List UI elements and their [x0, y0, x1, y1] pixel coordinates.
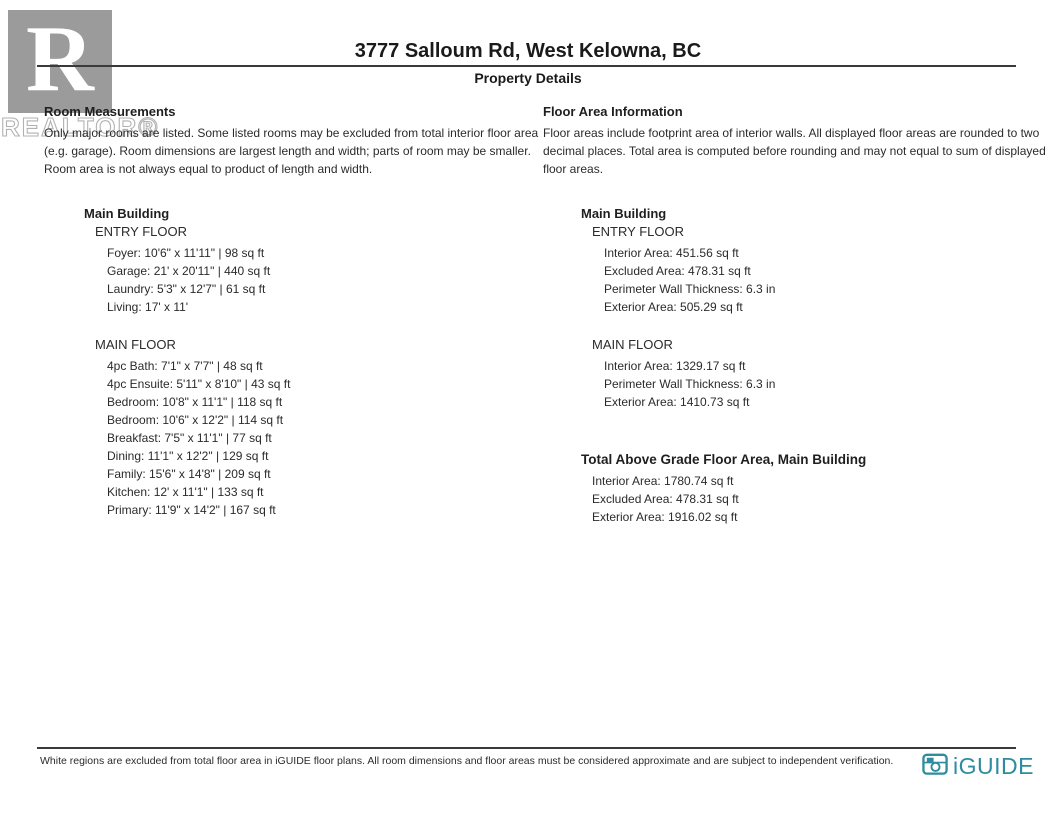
left-entry-floor-heading: ENTRY FLOOR [95, 224, 187, 239]
realtor-wordmark: REALTOR® [0, 111, 160, 142]
iguide-camera-icon [922, 752, 949, 781]
floor-area-stat: Exterior Area: 1410.73 sq ft [604, 395, 750, 409]
room-measurement: Family: 15'6" x 14'8" | 209 sq ft [107, 467, 271, 481]
floor-area-stat: Interior Area: 1329.17 sq ft [604, 359, 746, 373]
room-measurement: 4pc Ensuite: 5'11" x 8'10" | 43 sq ft [107, 377, 291, 391]
room-measurement: Garage: 21' x 20'11" | 440 sq ft [107, 264, 271, 278]
floor-area-stat: Excluded Area: 478.31 sq ft [604, 264, 751, 278]
iguide-logo: iGUIDE [922, 752, 1034, 781]
realtor-logo: R [8, 10, 112, 113]
room-measurement: Breakfast: 7'5" x 11'1" | 77 sq ft [107, 431, 272, 445]
main-floor-area-list: Interior Area: 1329.17 sq ft Perimeter W… [604, 357, 775, 411]
description-line: Floor areas include footprint area of in… [543, 126, 1040, 140]
floor-area-stat: Excluded Area: 478.31 sq ft [592, 492, 739, 506]
room-measurements-heading: Room Measurements [44, 104, 176, 119]
right-building-heading: Main Building [581, 206, 667, 221]
room-measurement: 4pc Bath: 7'1" x 7'7" | 48 sq ft [107, 359, 263, 373]
footer-disclaimer: White regions are excluded from total fl… [40, 755, 894, 767]
room-measurement: Laundry: 5'3" x 12'7" | 61 sq ft [107, 282, 266, 296]
entry-floor-room-list: Foyer: 10'6" x 11'11" | 98 sq ft Garage:… [107, 244, 270, 316]
room-measurement: Living: 17' x 11' [107, 300, 189, 314]
room-measurements-description: Only major rooms are listed. Some listed… [44, 124, 538, 178]
room-measurement: Kitchen: 12' x 11'1" | 133 sq ft [107, 485, 264, 499]
description-line: Only major rooms are listed. Some listed… [44, 126, 539, 140]
floor-area-stat: Interior Area: 451.56 sq ft [604, 246, 739, 260]
floor-area-heading: Floor Area Information [543, 104, 683, 119]
footer-divider [37, 747, 1016, 749]
iguide-wordmark: iGUIDE [953, 753, 1034, 779]
main-floor-room-list: 4pc Bath: 7'1" x 7'7" | 48 sq ft 4pc Ens… [107, 357, 290, 519]
description-line: (e.g. garage). Room dimensions are large… [44, 144, 531, 158]
header-divider [37, 65, 1016, 67]
floor-area-stat: Exterior Area: 505.29 sq ft [604, 300, 743, 314]
description-line: decimal places. Total area is computed b… [543, 144, 1046, 158]
right-entry-floor-heading: ENTRY FLOOR [592, 224, 684, 239]
realtor-r-glyph: R [26, 6, 94, 111]
left-building-heading: Main Building [84, 206, 170, 221]
room-measurement: Bedroom: 10'6" x 12'2" | 114 sq ft [107, 413, 284, 427]
page-title: 3777 Salloum Rd, West Kelowna, BC [354, 40, 702, 62]
room-measurement: Foyer: 10'6" x 11'11" | 98 sq ft [107, 246, 265, 260]
room-measurement: Bedroom: 10'8" x 11'1" | 118 sq ft [107, 395, 283, 409]
floor-area-stat: Perimeter Wall Thickness: 6.3 in [604, 377, 776, 391]
right-main-floor-heading: MAIN FLOOR [592, 337, 673, 352]
floor-area-stat: Perimeter Wall Thickness: 6.3 in [604, 282, 776, 296]
description-line: floor areas. [543, 162, 604, 176]
floor-area-stat: Interior Area: 1780.74 sq ft [592, 474, 734, 488]
entry-floor-area-list: Interior Area: 451.56 sq ft Excluded Are… [604, 244, 775, 316]
left-main-floor-heading: MAIN FLOOR [95, 337, 176, 352]
page-subtitle: Property Details [474, 70, 582, 86]
room-measurement: Dining: 11'1" x 12'2" | 129 sq ft [107, 449, 269, 463]
room-measurement: Primary: 11'9" x 14'2" | 167 sq ft [107, 503, 276, 517]
floor-area-description: Floor areas include footprint area of in… [543, 124, 1046, 178]
floor-area-stat: Exterior Area: 1916.02 sq ft [592, 510, 738, 524]
total-floor-area-list: Interior Area: 1780.74 sq ft Excluded Ar… [592, 472, 739, 526]
description-line: Room area is not always equal to product… [44, 162, 373, 176]
total-floor-area-heading: Total Above Grade Floor Area, Main Build… [581, 452, 867, 467]
